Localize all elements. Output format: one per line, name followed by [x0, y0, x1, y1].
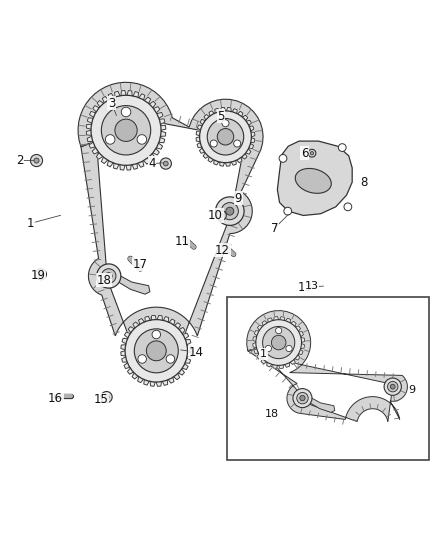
Polygon shape	[86, 91, 166, 170]
Circle shape	[104, 395, 109, 399]
Text: 1: 1	[27, 217, 35, 230]
Circle shape	[125, 320, 187, 382]
Circle shape	[297, 392, 308, 404]
Text: 19: 19	[31, 269, 46, 281]
Text: 13: 13	[297, 281, 312, 294]
Circle shape	[138, 355, 146, 363]
Circle shape	[97, 264, 121, 288]
Circle shape	[105, 272, 112, 279]
Circle shape	[293, 389, 312, 408]
Circle shape	[272, 335, 286, 350]
Circle shape	[34, 158, 39, 163]
Circle shape	[217, 128, 234, 145]
Text: 1: 1	[260, 349, 267, 359]
Circle shape	[388, 382, 398, 392]
Text: 15: 15	[94, 393, 109, 406]
Circle shape	[101, 106, 151, 155]
Text: 2: 2	[16, 154, 24, 167]
Circle shape	[210, 140, 217, 147]
Circle shape	[300, 395, 305, 401]
Circle shape	[152, 330, 161, 339]
Circle shape	[35, 269, 46, 280]
Text: 17: 17	[133, 258, 148, 271]
Text: 11: 11	[175, 235, 190, 248]
Circle shape	[102, 269, 116, 283]
Polygon shape	[305, 397, 335, 413]
Circle shape	[207, 118, 244, 155]
Circle shape	[166, 355, 175, 363]
Circle shape	[286, 345, 292, 352]
Circle shape	[311, 151, 314, 155]
Circle shape	[308, 149, 316, 157]
Circle shape	[284, 207, 292, 215]
Polygon shape	[113, 275, 150, 294]
Circle shape	[279, 155, 287, 162]
Circle shape	[146, 341, 166, 361]
Text: 16: 16	[48, 392, 63, 405]
Circle shape	[265, 345, 272, 352]
Polygon shape	[277, 141, 352, 215]
Circle shape	[163, 161, 168, 166]
Circle shape	[344, 203, 352, 211]
Polygon shape	[196, 107, 255, 166]
Text: 6: 6	[301, 147, 308, 160]
Circle shape	[226, 207, 234, 215]
Text: 3: 3	[108, 96, 116, 110]
Circle shape	[338, 144, 346, 151]
Text: 18: 18	[97, 274, 112, 287]
Circle shape	[219, 214, 223, 217]
Circle shape	[200, 111, 251, 163]
Circle shape	[256, 320, 301, 366]
Text: 13: 13	[305, 281, 319, 291]
Circle shape	[217, 211, 226, 220]
Circle shape	[233, 140, 241, 147]
Text: 8: 8	[360, 176, 367, 189]
Circle shape	[137, 135, 147, 144]
Polygon shape	[253, 317, 304, 368]
Polygon shape	[247, 311, 407, 422]
Circle shape	[91, 95, 161, 165]
Circle shape	[39, 272, 43, 277]
Text: 4: 4	[148, 157, 156, 170]
Text: 14: 14	[189, 345, 204, 359]
Polygon shape	[78, 82, 263, 342]
Circle shape	[215, 197, 244, 225]
Text: 7: 7	[271, 222, 278, 235]
Circle shape	[121, 107, 131, 117]
Circle shape	[221, 203, 238, 220]
Circle shape	[390, 384, 395, 389]
Circle shape	[160, 158, 171, 169]
Circle shape	[384, 378, 401, 395]
Circle shape	[222, 120, 229, 127]
Circle shape	[263, 326, 295, 359]
Circle shape	[101, 391, 112, 403]
Circle shape	[276, 327, 282, 334]
Text: 5: 5	[218, 109, 225, 123]
Circle shape	[106, 135, 115, 144]
Text: 9: 9	[408, 385, 415, 395]
Text: 12: 12	[215, 244, 230, 256]
Circle shape	[31, 155, 42, 167]
Polygon shape	[121, 316, 192, 386]
Text: 18: 18	[265, 409, 279, 419]
Ellipse shape	[295, 168, 331, 193]
Text: 9: 9	[235, 192, 242, 205]
Text: 10: 10	[208, 209, 223, 222]
Circle shape	[134, 329, 178, 373]
Circle shape	[115, 119, 137, 141]
Bar	[227, 297, 429, 460]
